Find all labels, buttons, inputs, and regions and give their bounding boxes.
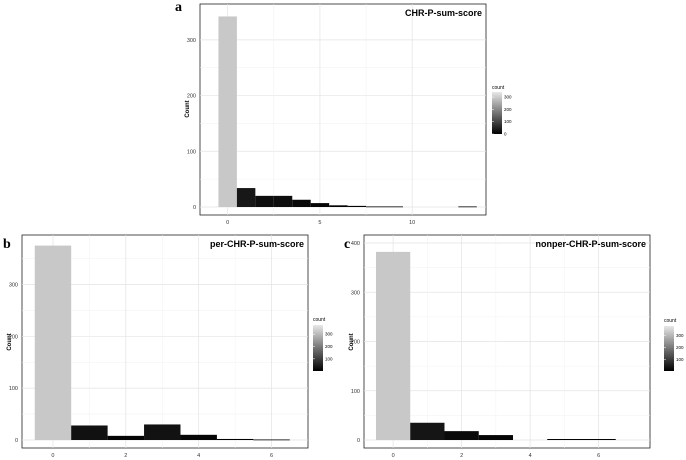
y-tick-label: 100 xyxy=(351,389,360,395)
y-tick-label: 0 xyxy=(193,205,196,211)
y-tick-label: 100 xyxy=(9,386,18,392)
panel-a-grid xyxy=(200,4,486,215)
bar-8 xyxy=(366,206,385,208)
y-tick-label: 200 xyxy=(9,334,18,340)
bar-4 xyxy=(180,434,217,440)
x-tick-label: 6 xyxy=(597,453,600,459)
x-tick-label: 10 xyxy=(409,220,415,226)
bar-3 xyxy=(478,435,513,440)
bar-5 xyxy=(581,439,616,440)
bar-1 xyxy=(71,425,108,440)
panel-c-legend: count 300 200 100 xyxy=(664,318,684,371)
panel-b-legend: count 300 200 100 xyxy=(313,317,333,371)
panel-c: c nonper-CHR-P-sum-score 0 100 200 300 400 0… xyxy=(344,234,684,459)
panel-c-bars xyxy=(375,251,616,440)
panel-b-y-label: Count xyxy=(7,333,13,350)
legend-tick-label: 100 xyxy=(676,357,684,362)
panel-c-legend-title: count xyxy=(664,318,677,324)
bar-5 xyxy=(310,203,330,207)
bar-3 xyxy=(273,195,293,207)
bar-2 xyxy=(444,431,479,440)
bar-4 xyxy=(292,199,311,207)
bar-0 xyxy=(375,251,411,440)
legend-tick-label: 300 xyxy=(325,332,333,337)
panel-c-x-ticks: 0 2 4 6 xyxy=(392,453,601,459)
y-tick-label: 300 xyxy=(351,290,360,296)
panel-b: b per-CHR-P-sum-score 0 100 200 300 0 2 4 6 Co… xyxy=(3,234,333,459)
bar-4 xyxy=(547,439,582,440)
panel-b-bars xyxy=(34,245,290,441)
bar-1 xyxy=(410,422,445,440)
legend-tick-label: 200 xyxy=(325,344,333,349)
panel-c-title: nonper-CHR-P-sum-score xyxy=(535,239,646,249)
y-tick-label: 0 xyxy=(357,438,360,444)
bar-5 xyxy=(216,438,254,440)
panel-a-letter: a xyxy=(175,0,182,15)
panel-a-legend-colorbar xyxy=(492,92,502,134)
bar-2 xyxy=(255,195,274,207)
x-tick-label: 0 xyxy=(392,453,395,459)
bar-0 xyxy=(218,16,237,208)
x-tick-label: 6 xyxy=(270,453,273,459)
panel-c-legend-ticks: 300 200 100 xyxy=(664,333,684,362)
x-tick-label: 2 xyxy=(124,453,127,459)
x-tick-label: 2 xyxy=(460,453,463,459)
x-tick-label: 4 xyxy=(197,453,200,459)
legend-tick-label: 300 xyxy=(676,333,684,338)
bar-2 xyxy=(107,435,145,440)
y-tick-label: 0 xyxy=(15,438,18,444)
panel-c-y-label: Count xyxy=(349,333,355,350)
bar-1 xyxy=(236,188,256,207)
bar-9 xyxy=(384,206,403,208)
panel-a-bars xyxy=(218,16,477,208)
bar-6 xyxy=(253,439,290,441)
panel-b-title: per-CHR-P-sum-score xyxy=(210,239,304,249)
y-tick-label: 400 xyxy=(351,241,360,247)
panel-b-x-ticks: 0 2 4 6 xyxy=(51,453,273,459)
x-tick-label: 0 xyxy=(51,453,54,459)
bar-10 xyxy=(458,206,477,208)
x-tick-label: 4 xyxy=(529,453,532,459)
panel-b-legend-colorbar xyxy=(313,325,323,371)
bar-3 xyxy=(144,424,181,440)
x-tick-label: 0 xyxy=(226,220,229,226)
panel-a-y-label: Count xyxy=(185,100,191,117)
panel-a-legend-ticks: 300 200 100 0 xyxy=(492,95,512,137)
panel-b-legend-ticks: 300 200 100 xyxy=(313,332,333,361)
legend-tick-label: 0 xyxy=(504,132,507,137)
y-tick-label: 300 xyxy=(187,38,196,44)
legend-tick-label: 100 xyxy=(325,356,333,361)
panel-a-y-ticks: 0 100 200 300 xyxy=(187,38,196,211)
panel-a-legend: count 300 200 100 0 xyxy=(492,85,512,137)
y-tick-label: 100 xyxy=(187,149,196,155)
y-tick-label: 200 xyxy=(187,94,196,100)
panel-a-x-ticks: 0 5 10 xyxy=(226,220,415,226)
legend-tick-label: 100 xyxy=(504,119,512,124)
y-tick-label: 300 xyxy=(9,282,18,288)
panel-a-plot-area xyxy=(199,3,487,216)
panel-c-legend-colorbar xyxy=(664,326,674,371)
panel-a-title: CHR-P-sum-score xyxy=(405,8,482,18)
legend-tick-label: 300 xyxy=(504,95,512,100)
panel-c-y-ticks: 0 100 200 300 400 xyxy=(351,241,360,444)
bar-6 xyxy=(329,205,348,207)
panel-c-letter: c xyxy=(344,237,350,252)
bar-0 xyxy=(34,245,72,440)
x-tick-label: 5 xyxy=(318,220,321,226)
panel-b-legend-title: count xyxy=(313,317,326,323)
y-tick-label: 200 xyxy=(351,340,360,346)
legend-tick-label: 200 xyxy=(504,107,512,112)
legend-tick-label: 200 xyxy=(676,345,684,350)
panel-b-letter: b xyxy=(3,237,11,252)
panel-b-y-ticks: 0 100 200 300 xyxy=(9,282,18,444)
panel-a-legend-title: count xyxy=(492,85,505,91)
bar-7 xyxy=(347,205,367,207)
